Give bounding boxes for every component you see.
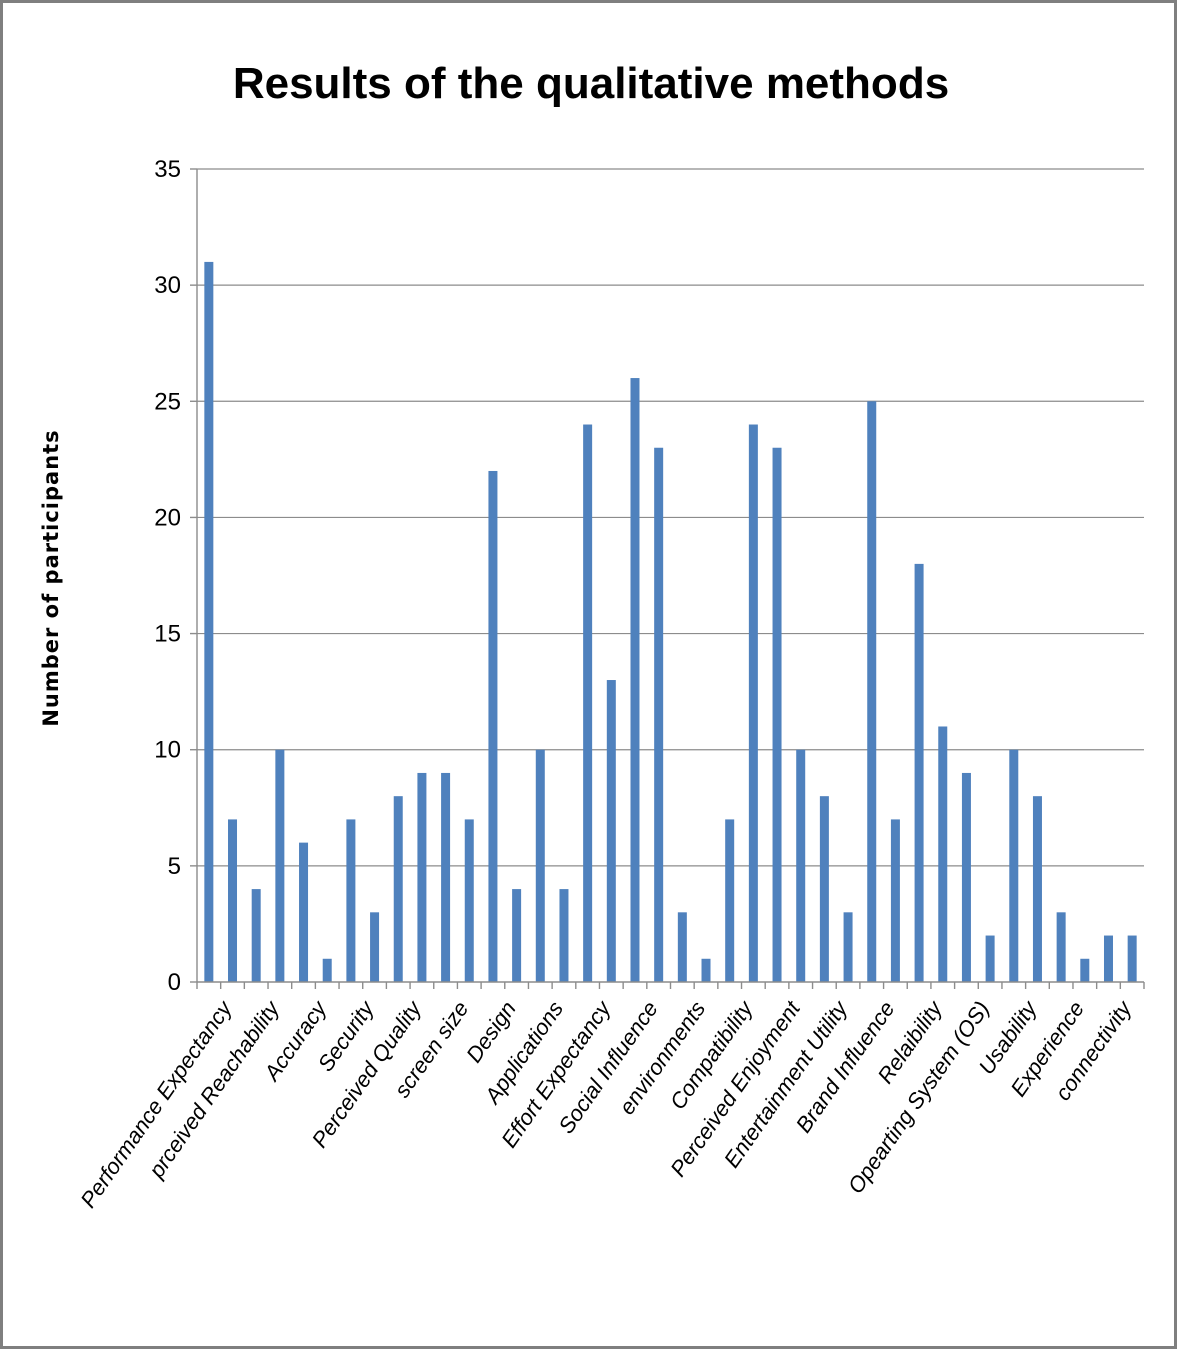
bar [630, 378, 640, 982]
bar [985, 935, 995, 982]
bar [1080, 958, 1090, 982]
y-tick-label: 35 [154, 156, 181, 183]
bar [890, 819, 900, 982]
bar [512, 889, 522, 982]
bar [488, 470, 498, 982]
bar [583, 424, 593, 982]
bar [654, 447, 664, 982]
bars [204, 261, 1137, 982]
bar [559, 889, 569, 982]
y-tick-label: 0 [168, 969, 181, 996]
bar [370, 912, 380, 982]
bar [961, 772, 971, 982]
y-tick-label: 10 [154, 737, 181, 764]
bar [464, 819, 474, 982]
bar [819, 796, 829, 982]
bar [441, 772, 451, 982]
y-tick-label: 5 [168, 853, 181, 880]
bar [346, 819, 356, 982]
bar [1056, 912, 1066, 982]
bar [701, 958, 711, 982]
bar [204, 261, 214, 982]
bar [299, 842, 309, 982]
bar [417, 772, 427, 982]
y-tick-label: 30 [154, 272, 181, 299]
bar [796, 749, 806, 982]
bar [914, 563, 924, 982]
bar [606, 680, 616, 982]
bar [322, 958, 332, 982]
bar [748, 424, 758, 982]
bar [772, 447, 782, 982]
bar-chart: Results of the qualitative methods Numbe… [39, 59, 1145, 1212]
bar [228, 819, 238, 982]
bar [725, 819, 735, 982]
bar [867, 401, 877, 982]
axes [196, 169, 1145, 989]
bar [1032, 796, 1042, 982]
bar [1127, 935, 1137, 982]
bar [1103, 935, 1113, 982]
bar [535, 749, 545, 982]
bar [1009, 749, 1019, 982]
y-axis-label: Number of participants [39, 429, 63, 726]
bar [843, 912, 853, 982]
bar [251, 889, 261, 982]
bar [677, 912, 687, 982]
y-tick-label: 20 [154, 504, 181, 531]
bar [393, 796, 403, 982]
chart-title: Results of the qualitative methods [233, 59, 949, 108]
gridlines [197, 168, 1144, 867]
bar [938, 726, 948, 982]
y-tick-label: 25 [154, 388, 181, 415]
bar [275, 749, 285, 982]
y-tick-label: 15 [154, 621, 181, 648]
y-axis-ticks: 0 5 10 15 20 25 30 35 [154, 156, 197, 996]
